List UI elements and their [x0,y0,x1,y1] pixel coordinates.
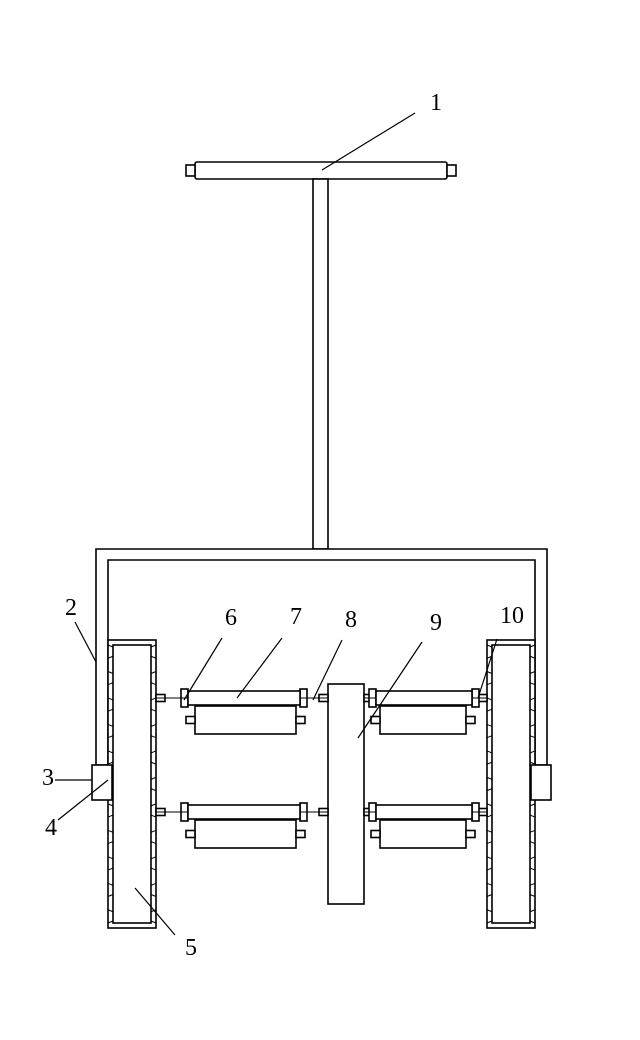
figure-container: 1 2 3 4 5 6 7 8 9 10 [0,20,640,1020]
callout-6: 6 [225,605,237,631]
diagram-svg: 1 2 3 4 5 6 7 8 9 10 [0,20,640,1020]
callout-1: 1 [430,90,442,116]
callout-5: 5 [185,935,197,961]
callout-8: 8 [345,607,357,633]
callout-7: 7 [290,604,302,630]
callout-3: 3 [42,765,54,791]
callout-10: 10 [500,603,524,629]
callout-9: 9 [430,610,442,636]
callout-2: 2 [65,595,77,621]
callout-4: 4 [45,815,57,841]
